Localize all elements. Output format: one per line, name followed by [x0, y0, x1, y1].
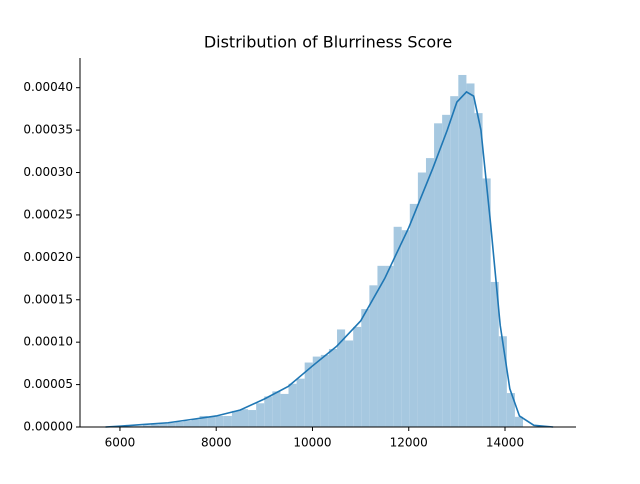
bar	[159, 424, 167, 427]
bar	[369, 285, 377, 427]
y-tick-label: 0.00010	[23, 335, 73, 349]
bar	[224, 416, 232, 427]
y-tick-label: 0.00020	[23, 250, 73, 264]
bar	[289, 384, 297, 427]
x-tick-label: 12000	[390, 436, 428, 450]
bar	[272, 391, 280, 427]
bar	[499, 336, 507, 427]
y-tick-label: 0.00015	[23, 292, 73, 306]
y-tick-label: 0.00025	[23, 207, 73, 221]
bar	[410, 204, 418, 427]
bar	[232, 411, 240, 427]
bar	[353, 327, 361, 427]
chart-title: Distribution of Blurriness Score	[204, 33, 452, 52]
x-tick-label: 10000	[293, 436, 331, 450]
bar	[191, 419, 199, 427]
bar	[248, 410, 256, 427]
bar	[216, 416, 224, 427]
x-tick-label: 6000	[105, 436, 136, 450]
bar	[208, 417, 216, 427]
y-tick-label: 0.00040	[23, 80, 73, 94]
bar	[321, 355, 329, 427]
bar	[434, 123, 442, 427]
bar	[329, 349, 337, 427]
bar	[450, 96, 458, 427]
bar	[313, 357, 321, 427]
bar	[280, 394, 288, 427]
bar	[183, 421, 191, 427]
bar	[345, 340, 353, 427]
bar	[240, 409, 248, 427]
bar	[474, 113, 482, 427]
bar	[175, 422, 183, 427]
bar	[361, 309, 369, 427]
bar	[442, 115, 450, 427]
bar	[386, 266, 394, 427]
bar	[458, 75, 466, 427]
bar	[402, 230, 410, 427]
bar	[264, 396, 272, 427]
bar	[466, 83, 474, 427]
y-tick-label: 0.00030	[23, 165, 73, 179]
y-tick-label: 0.00000	[23, 420, 73, 434]
bar	[297, 379, 305, 427]
y-tick-label: 0.00035	[23, 123, 73, 137]
y-tick-label: 0.00005	[23, 377, 73, 391]
bar	[256, 403, 264, 427]
x-tick-label: 8000	[201, 436, 232, 450]
bar	[418, 173, 426, 427]
x-tick-label: 14000	[486, 436, 524, 450]
bar	[426, 158, 434, 427]
